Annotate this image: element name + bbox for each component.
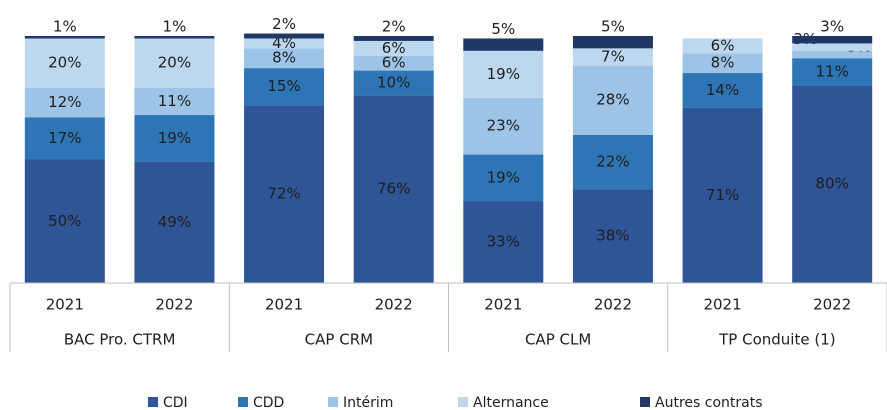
data-label: 6% (382, 54, 406, 72)
x-tick-label: 2021 (484, 296, 522, 314)
legend-label: Alternance (473, 395, 549, 410)
legend-label: CDI (163, 395, 188, 410)
data-label: 8% (711, 54, 735, 72)
x-tick-label: 2021 (703, 296, 741, 314)
bar-segment (134, 115, 215, 162)
data-label: 7% (601, 47, 625, 65)
data-label: 23% (487, 117, 520, 135)
bar-segment (353, 70, 434, 96)
data-label: 12% (48, 93, 81, 111)
data-label: 14% (706, 81, 739, 99)
data-label: 76% (377, 180, 410, 198)
bar-segment (353, 40, 434, 56)
legend-swatch (458, 397, 468, 407)
bar-segment (463, 97, 544, 155)
bar-segment (792, 85, 873, 284)
bar-segment (24, 117, 105, 160)
data-label: 1% (163, 18, 187, 36)
data-label: 20% (158, 54, 191, 72)
data-label: 2% (382, 18, 406, 36)
x-tick-label: 2022 (375, 296, 413, 314)
bar-segment (244, 68, 325, 106)
group-label: BAC Pro. CTRM (64, 331, 176, 349)
bar-segment (792, 58, 873, 86)
data-label: 15% (267, 77, 300, 95)
bar-segment (134, 161, 215, 283)
bar-segment (463, 50, 544, 98)
bar-segment (134, 36, 215, 39)
group-label: TP Conduite (1) (718, 331, 835, 349)
bar-segment (682, 107, 763, 283)
data-label: 28% (596, 91, 629, 109)
bar-segment (463, 201, 544, 283)
data-label: 19% (487, 65, 520, 83)
bar-segment (682, 38, 763, 54)
legend-swatch (148, 397, 158, 407)
bar-segment (572, 48, 653, 66)
data-label: 10% (377, 73, 410, 91)
legend-label: Autres contrats (655, 395, 763, 410)
data-label: 1% (53, 18, 77, 36)
data-label: 5% (491, 20, 515, 38)
x-tick-label: 2022 (813, 296, 851, 314)
bar-segment (24, 36, 105, 39)
data-label: 19% (487, 169, 520, 187)
bar-segment (244, 105, 325, 283)
data-label: 2% (272, 15, 296, 33)
bar-segment (134, 38, 215, 88)
bar-segment (792, 43, 873, 51)
bar-segment (572, 36, 653, 49)
legend-label: Intérim (343, 395, 393, 410)
bar-segment (24, 38, 105, 88)
data-label: 11% (816, 62, 849, 80)
bar-segment (244, 33, 325, 39)
data-label: 6% (382, 39, 406, 57)
bar-segment (792, 36, 873, 44)
data-label: 17% (48, 129, 81, 147)
legend-swatch (328, 397, 338, 407)
bar-segment (134, 87, 215, 116)
data-label: 49% (158, 213, 191, 231)
data-label: 38% (596, 227, 629, 245)
bar-segment (792, 50, 873, 59)
legend-label: CDD (253, 395, 284, 410)
legend-swatch (238, 397, 248, 407)
x-tick-label: 2021 (46, 296, 84, 314)
bar-segment (463, 38, 544, 51)
data-label: 3% (820, 18, 844, 36)
bar-segment (682, 73, 763, 108)
data-label: 11% (158, 92, 191, 110)
x-tick-label: 2022 (594, 296, 632, 314)
bar-segment (24, 87, 105, 118)
bar-segment (682, 53, 763, 74)
legend-swatch (640, 397, 650, 407)
data-label: 72% (267, 185, 300, 203)
data-label: 20% (48, 54, 81, 72)
bar-segment (244, 38, 325, 49)
x-tick-label: 2021 (265, 296, 303, 314)
data-label: 71% (706, 186, 739, 204)
group-label: CAP CLM (525, 331, 591, 349)
data-label: 33% (487, 233, 520, 251)
data-label: 8% (272, 49, 296, 67)
bar-segment (353, 36, 434, 41)
bar-segment (463, 154, 544, 202)
x-tick-label: 2022 (155, 296, 193, 314)
bar-segment (353, 55, 434, 71)
bar-segment (24, 159, 105, 283)
group-label: CAP CRM (305, 331, 373, 349)
data-label: 80% (816, 175, 849, 193)
data-label: 22% (596, 152, 629, 170)
bar-segment (353, 95, 434, 283)
data-label: 50% (48, 212, 81, 230)
bar-segment (572, 65, 653, 135)
data-label: 6% (711, 36, 735, 54)
bar-segment (572, 189, 653, 283)
data-label: 19% (158, 129, 191, 147)
bar-segment (244, 48, 325, 69)
data-label: 5% (601, 18, 625, 36)
bar-segment (572, 134, 653, 190)
